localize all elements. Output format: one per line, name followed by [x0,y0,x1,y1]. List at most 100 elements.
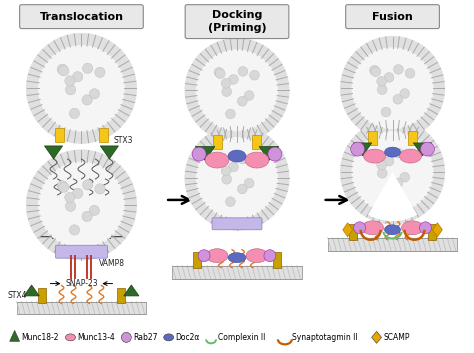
Circle shape [244,178,254,188]
Circle shape [264,250,276,262]
Polygon shape [24,285,39,296]
Circle shape [82,211,92,222]
Circle shape [341,120,445,224]
Circle shape [73,188,83,198]
Circle shape [27,150,137,260]
Bar [17,301,146,315]
Circle shape [27,34,137,143]
Ellipse shape [228,150,246,162]
Text: Rab27: Rab27 [133,333,158,342]
Ellipse shape [384,147,401,157]
Circle shape [73,72,83,82]
Circle shape [39,46,124,131]
Ellipse shape [384,225,401,235]
Bar [118,288,125,304]
Circle shape [57,64,67,74]
Circle shape [250,158,259,168]
Circle shape [215,69,225,79]
Circle shape [250,70,259,80]
Bar [55,128,64,142]
Circle shape [352,48,433,129]
Circle shape [238,154,248,164]
Circle shape [393,148,403,158]
Circle shape [393,65,403,74]
Circle shape [65,76,75,86]
Circle shape [228,74,238,84]
Circle shape [82,63,93,73]
Ellipse shape [206,249,228,263]
Circle shape [381,107,391,117]
Ellipse shape [364,149,385,163]
Polygon shape [124,285,139,296]
Text: STX4: STX4 [7,291,27,300]
Circle shape [198,250,210,262]
Circle shape [352,132,433,213]
Polygon shape [433,223,442,237]
Circle shape [89,205,100,215]
Bar [99,128,108,142]
Polygon shape [343,223,353,237]
Circle shape [420,142,434,156]
Polygon shape [354,143,372,156]
Circle shape [65,85,76,95]
Text: Fusion: Fusion [372,12,413,22]
Text: Doc2α: Doc2α [176,333,200,342]
Circle shape [82,180,93,190]
Text: SNAP-23: SNAP-23 [65,279,98,288]
Polygon shape [195,146,215,161]
Circle shape [393,95,403,104]
Ellipse shape [362,221,383,235]
Circle shape [381,191,391,201]
FancyBboxPatch shape [212,218,262,230]
Polygon shape [45,146,63,159]
Circle shape [197,138,277,219]
Ellipse shape [245,152,269,168]
Circle shape [121,333,131,342]
Circle shape [244,91,254,100]
Circle shape [69,108,80,119]
Circle shape [95,67,105,78]
Bar [273,252,281,268]
Circle shape [197,50,277,131]
Circle shape [238,67,248,76]
Circle shape [371,67,381,77]
Ellipse shape [228,253,246,263]
Text: Docking
(Priming): Docking (Priming) [208,10,266,33]
Polygon shape [372,331,382,343]
Circle shape [237,96,247,106]
Bar [408,131,417,145]
Polygon shape [413,143,431,156]
Circle shape [226,197,235,207]
Circle shape [65,201,76,211]
Polygon shape [100,146,118,159]
Ellipse shape [205,152,229,168]
Text: Munc13-4: Munc13-4 [77,333,115,342]
Circle shape [351,142,365,156]
Circle shape [377,160,386,170]
Circle shape [354,222,365,234]
Circle shape [226,109,235,119]
Text: Translocation: Translocation [39,12,123,22]
Circle shape [384,156,394,166]
Circle shape [377,168,387,178]
Circle shape [65,192,75,203]
Circle shape [405,152,415,162]
Polygon shape [259,146,279,161]
Bar [193,252,201,268]
FancyBboxPatch shape [55,245,108,258]
FancyBboxPatch shape [19,5,143,29]
Bar [37,288,46,304]
Ellipse shape [65,334,75,341]
Circle shape [82,95,92,105]
Circle shape [185,126,289,230]
Circle shape [214,155,224,165]
Circle shape [39,162,124,247]
Circle shape [95,184,105,194]
Text: STX3: STX3 [113,136,133,145]
Circle shape [215,156,225,166]
Circle shape [384,72,394,82]
Circle shape [268,147,282,161]
Ellipse shape [246,249,268,263]
Circle shape [237,184,247,194]
Circle shape [185,38,289,142]
